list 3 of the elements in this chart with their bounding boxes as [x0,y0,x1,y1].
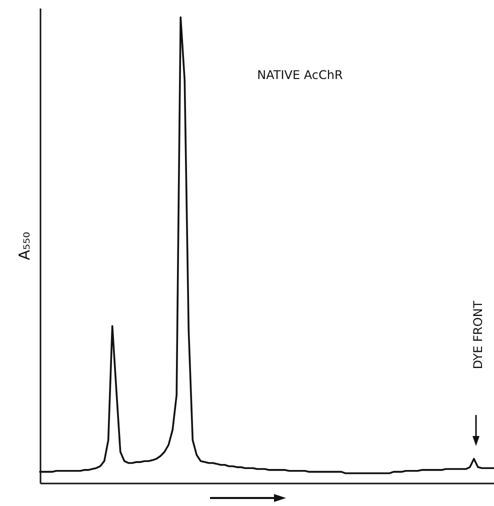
y-axis-title: A₅₅₀ [16,232,34,260]
annotation: NATIVE AcChR [257,68,343,82]
annotation: DYE FRONT [471,300,485,370]
